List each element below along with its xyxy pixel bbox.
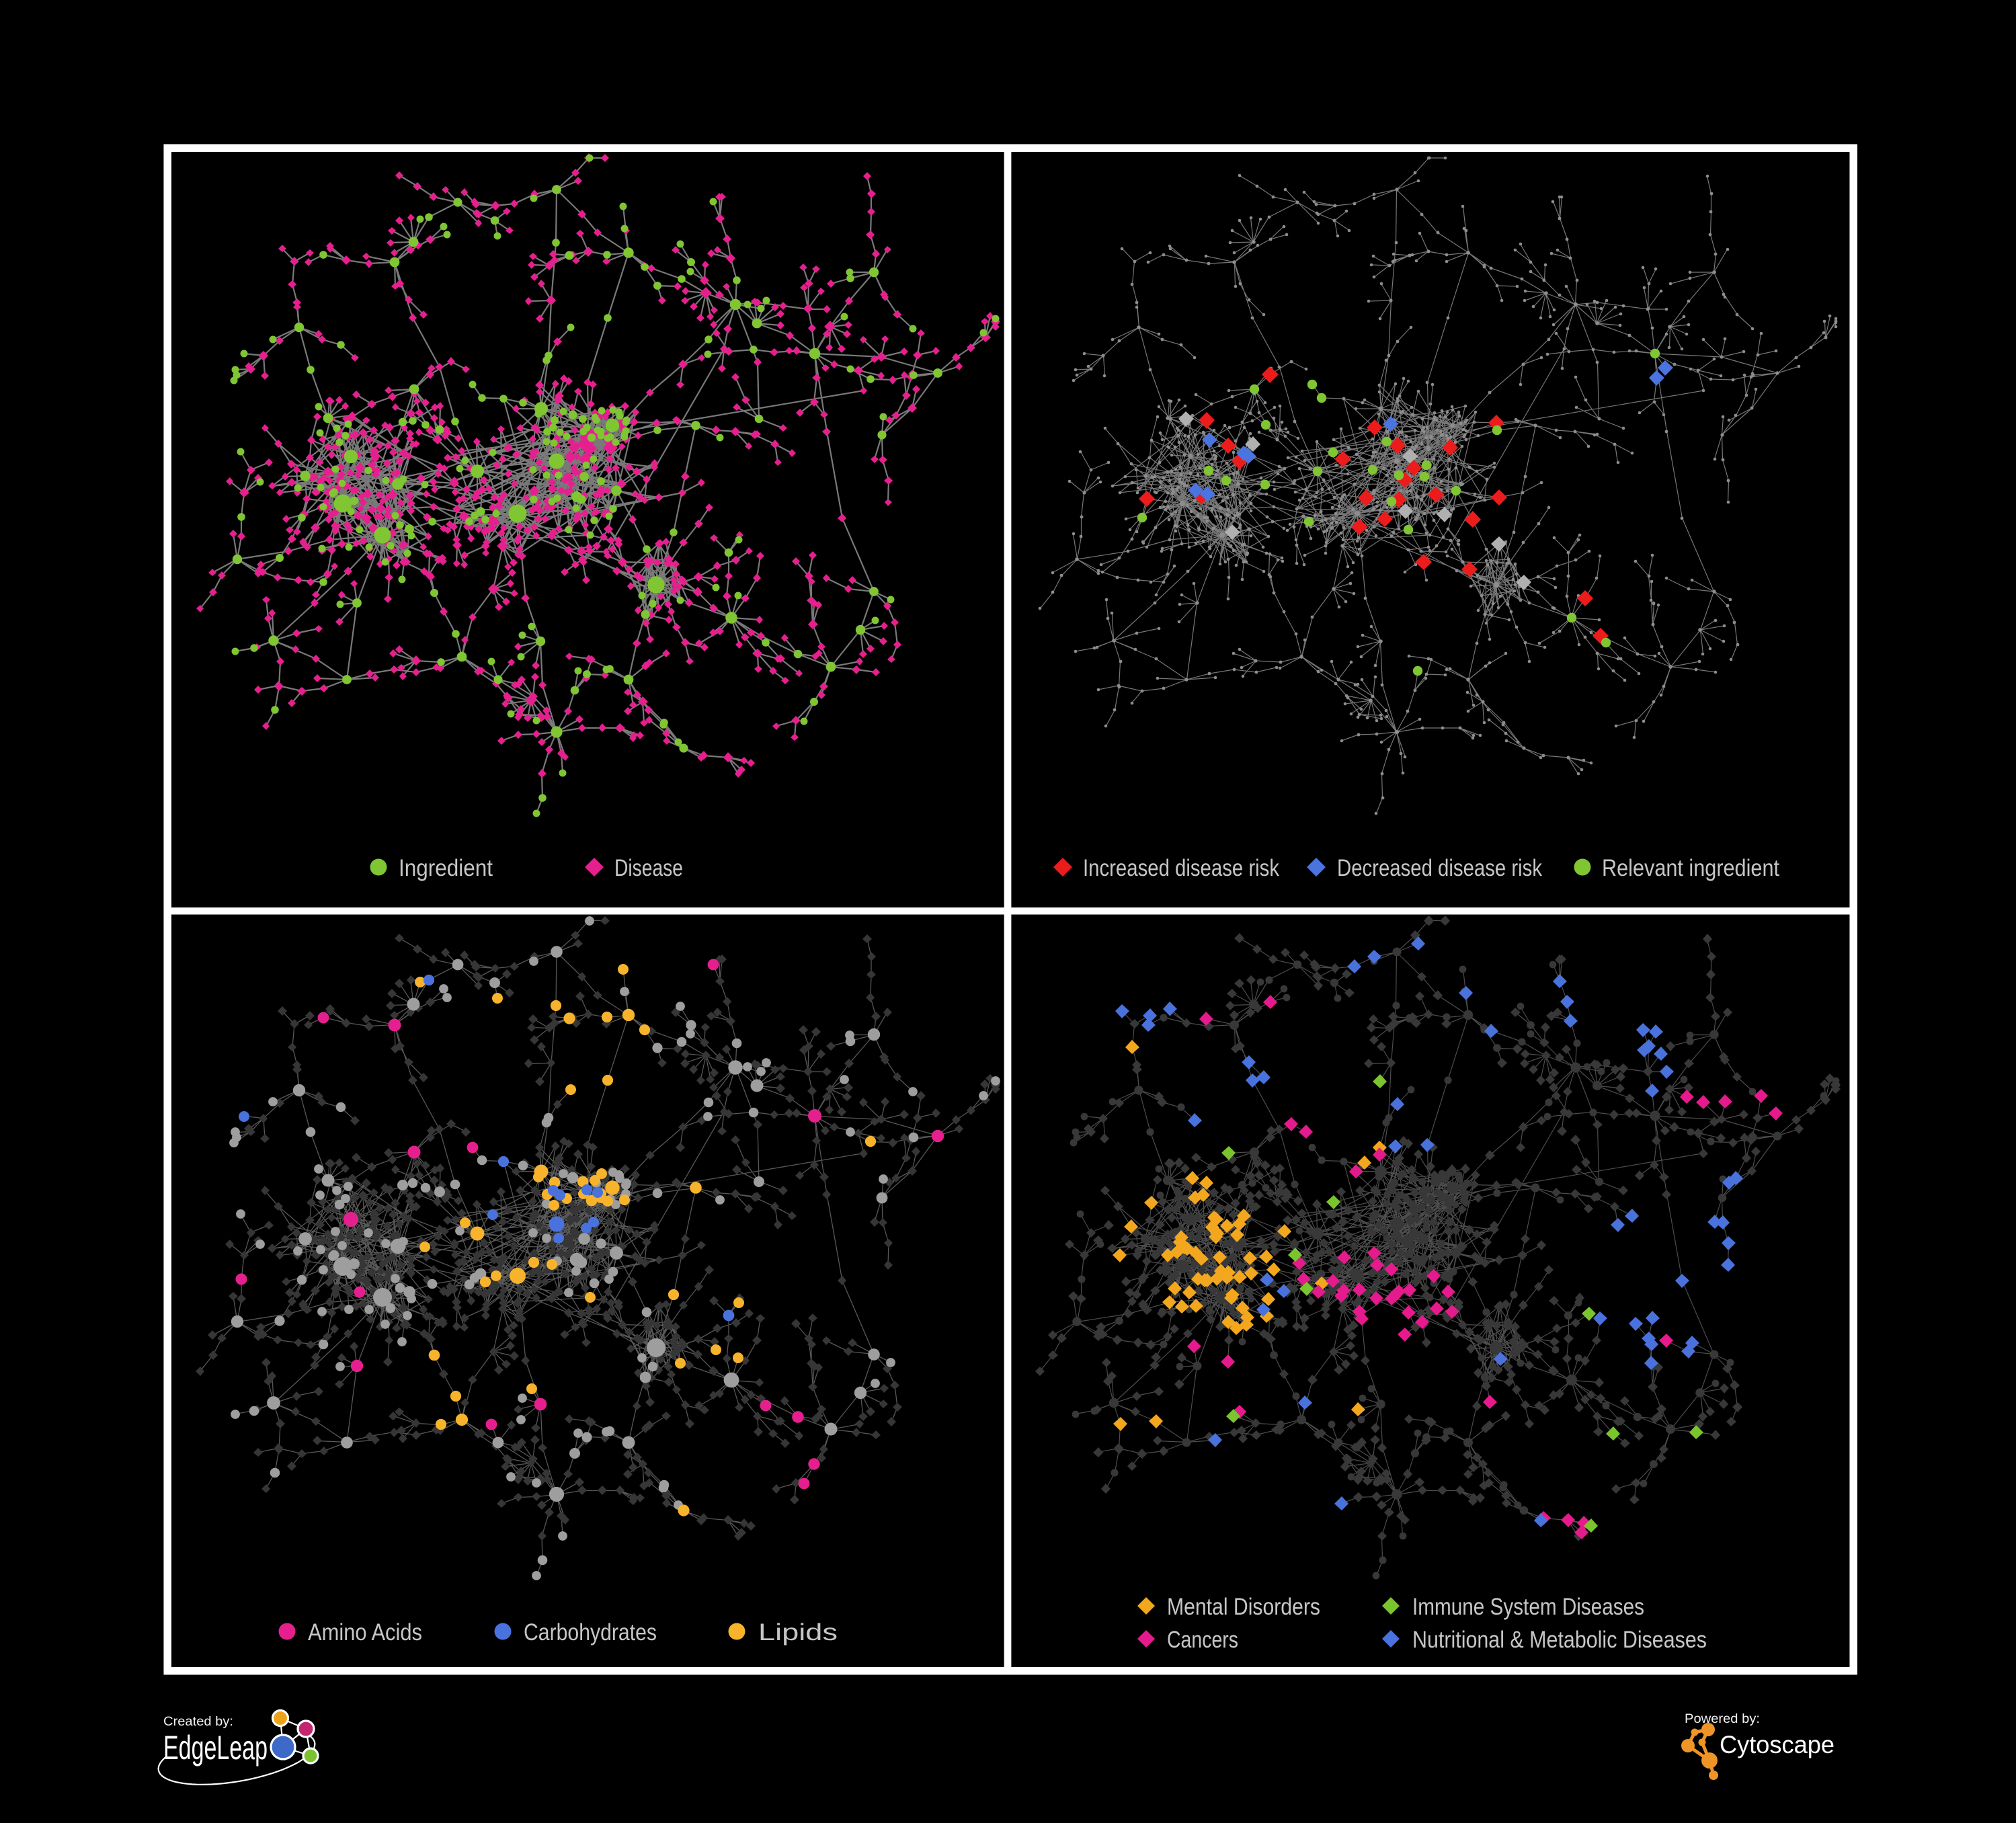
svg-text:Disease: Disease [614, 855, 683, 881]
svg-text:Carbohydrates: Carbohydrates [524, 1619, 657, 1646]
svg-text:Nutritional & Metabolic Diseas: Nutritional & Metabolic Diseases [1412, 1627, 1707, 1653]
svg-text:Amino Acids: Amino Acids [308, 1619, 422, 1646]
svg-text:Increased disease risk: Increased disease risk [1083, 855, 1279, 881]
svg-text:Created by:: Created by: [163, 1715, 233, 1729]
svg-text:Relevant ingredient: Relevant ingredient [1602, 855, 1779, 881]
svg-text:Ingredient: Ingredient [399, 855, 493, 881]
svg-text:Powered by:: Powered by: [1685, 1712, 1760, 1726]
svg-text:Decreased disease risk: Decreased disease risk [1337, 855, 1542, 881]
svg-text:Cytoscape: Cytoscape [1720, 1731, 1834, 1758]
svg-text:EdgeLeap: EdgeLeap [163, 1729, 268, 1767]
svg-text:Cancers: Cancers [1167, 1627, 1238, 1653]
svg-text:Immune System Diseases: Immune System Diseases [1412, 1594, 1644, 1620]
svg-text:Mental Disorders: Mental Disorders [1167, 1594, 1320, 1620]
svg-text:Lipids: Lipids [758, 1619, 838, 1646]
